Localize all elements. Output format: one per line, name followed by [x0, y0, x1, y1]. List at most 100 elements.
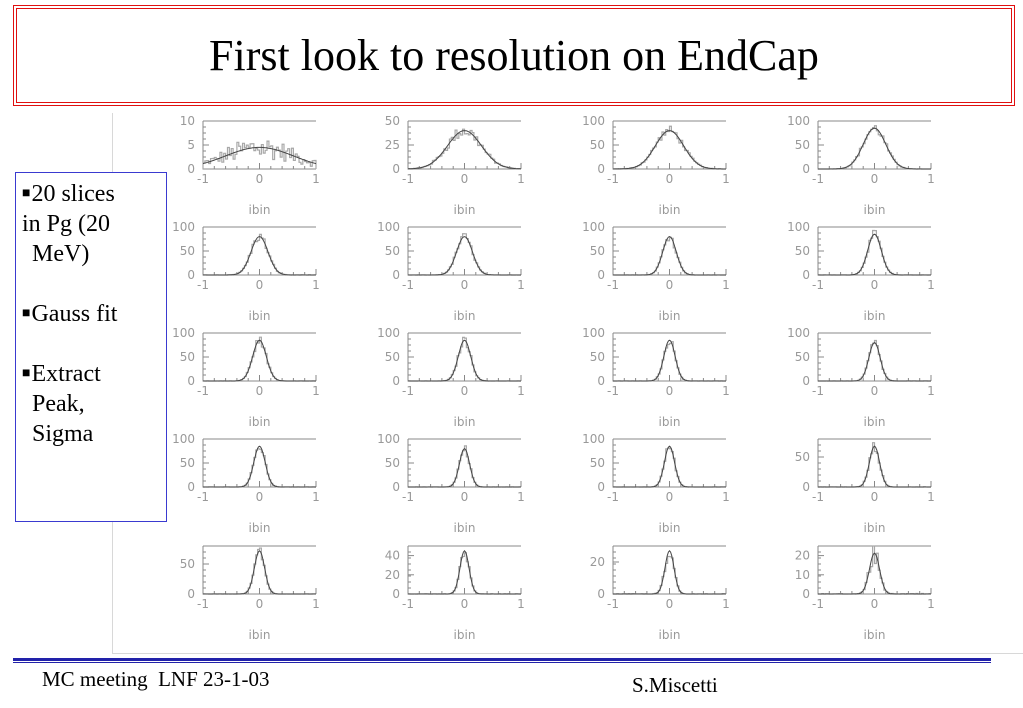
x-tick-label: -1 — [402, 384, 414, 398]
x-tick-label: -1 — [812, 490, 824, 504]
x-tick-label: 0 — [871, 490, 879, 504]
x-axis-label: ibin — [454, 203, 476, 217]
gauss-fit-curve — [818, 341, 931, 382]
x-tick-label: 0 — [871, 172, 879, 186]
x-tick-label: 1 — [312, 278, 320, 292]
x-tick-label: 0 — [256, 278, 264, 292]
y-tick-label: 100 — [377, 432, 400, 446]
footer-meeting: MC meeting LNF 23-1-03 — [42, 667, 270, 691]
y-tick-label: 50 — [180, 557, 195, 571]
bullet-square-icon: ■ — [22, 306, 31, 321]
x-tick-label: -1 — [607, 278, 619, 292]
x-axis-label: ibin — [659, 309, 681, 323]
x-tick-label: 1 — [517, 172, 525, 186]
y-tick-label: 10 — [180, 114, 195, 128]
x-tick-label: 0 — [256, 597, 264, 611]
histogram-series — [408, 445, 522, 488]
histogram-series — [818, 339, 931, 382]
histogram-series — [407, 233, 521, 276]
panel-frame — [612, 545, 726, 595]
y-tick-label: 0 — [597, 268, 605, 282]
y-tick-label: 50 — [385, 456, 400, 470]
x-tick-label: 1 — [517, 384, 525, 398]
gauss-fit-curve — [203, 236, 316, 276]
y-tick-label: 0 — [597, 480, 605, 494]
x-tick-label: 0 — [666, 597, 674, 611]
gauss-fit-curve — [613, 236, 726, 276]
y-tick-label: 50 — [180, 456, 195, 470]
x-tick-label: 0 — [871, 597, 879, 611]
bullet-line: 20 slices — [31, 181, 115, 207]
gauss-fit-curve — [408, 339, 521, 382]
x-tick-label: 1 — [517, 278, 525, 292]
x-tick-label: 1 — [927, 384, 935, 398]
y-tick-label: 0 — [597, 162, 605, 176]
x-tick-label: -1 — [812, 172, 824, 186]
x-tick-label: 0 — [461, 384, 469, 398]
gauss-fit-curve — [613, 445, 726, 488]
gauss-fit-curve — [202, 146, 317, 165]
x-axis-label: ibin — [249, 415, 271, 429]
y-tick-label: 100 — [582, 326, 605, 340]
x-axis-label: ibin — [249, 203, 271, 217]
x-tick-label: -1 — [197, 172, 209, 186]
x-tick-label: -1 — [402, 490, 414, 504]
histogram-grid-figure: 10 5 0 -1 0 1 ibin 50 25 0 -1 0 1 ibin 100 50 0 -1 0 1 ibin 1… — [112, 113, 1023, 654]
x-tick-label: 1 — [517, 490, 525, 504]
x-axis-label: ibin — [864, 415, 886, 429]
bullet-line: Gauss fit — [31, 301, 118, 327]
x-tick-label: 0 — [666, 278, 674, 292]
x-tick-label: -1 — [607, 490, 619, 504]
y-tick-label: 0 — [187, 480, 195, 494]
y-tick-label: 0 — [392, 268, 400, 282]
y-tick-label: 50 — [180, 244, 195, 258]
x-tick-label: 1 — [312, 490, 320, 504]
bullet-line: Extract — [31, 361, 101, 387]
y-tick-label: 0 — [187, 587, 195, 601]
gauss-fit-curve — [408, 447, 521, 488]
y-tick-label: 0 — [597, 374, 605, 388]
y-tick-label: 0 — [802, 374, 810, 388]
footer-rule — [13, 658, 991, 661]
footer-author: S.Miscetti — [632, 673, 718, 697]
y-tick-label: 0 — [392, 480, 400, 494]
panel-frame — [202, 545, 316, 595]
x-tick-label: 0 — [666, 490, 674, 504]
y-tick-label: 50 — [590, 456, 605, 470]
x-axis-label: ibin — [454, 521, 476, 535]
x-axis-label: ibin — [659, 521, 681, 535]
x-tick-label: -1 — [812, 597, 824, 611]
bullet-slices: ■20 slices in Pg (20 MeV) — [22, 179, 166, 269]
bullet-gauss-fit: ■Gauss fit — [22, 299, 166, 329]
histogram-series — [407, 336, 521, 382]
slide-title: First look to resolution on EndCap — [209, 31, 819, 80]
y-tick-label: 0 — [802, 480, 810, 494]
x-tick-label: 0 — [666, 384, 674, 398]
footer-rule-thin — [13, 662, 991, 663]
x-axis-label: ibin — [454, 309, 476, 323]
y-tick-label: 50 — [795, 450, 810, 464]
x-tick-label: -1 — [197, 384, 209, 398]
x-tick-label: 1 — [927, 597, 935, 611]
y-tick-label: 50 — [385, 244, 400, 258]
y-tick-label: 10 — [795, 568, 810, 582]
y-tick-label: 100 — [377, 326, 400, 340]
y-tick-label: 50 — [795, 138, 810, 152]
gauss-fit-curve — [613, 550, 726, 595]
gauss-fit-curve — [613, 339, 726, 382]
gauss-fit-curve — [818, 445, 931, 488]
y-tick-label: 0 — [802, 162, 810, 176]
histogram-series — [407, 552, 521, 595]
x-tick-label: -1 — [812, 278, 824, 292]
x-tick-label: -1 — [812, 384, 824, 398]
x-tick-label: 0 — [256, 172, 264, 186]
y-tick-label: 50 — [385, 114, 400, 128]
y-tick-label: 100 — [787, 220, 810, 234]
panel-frame — [407, 120, 521, 170]
x-tick-label: -1 — [607, 384, 619, 398]
y-tick-label: 50 — [180, 350, 195, 364]
x-tick-label: -1 — [197, 597, 209, 611]
x-tick-label: -1 — [197, 490, 209, 504]
bullet-box: ■20 slices in Pg (20 MeV) ■Gauss fit ■ Ex… — [15, 172, 167, 522]
